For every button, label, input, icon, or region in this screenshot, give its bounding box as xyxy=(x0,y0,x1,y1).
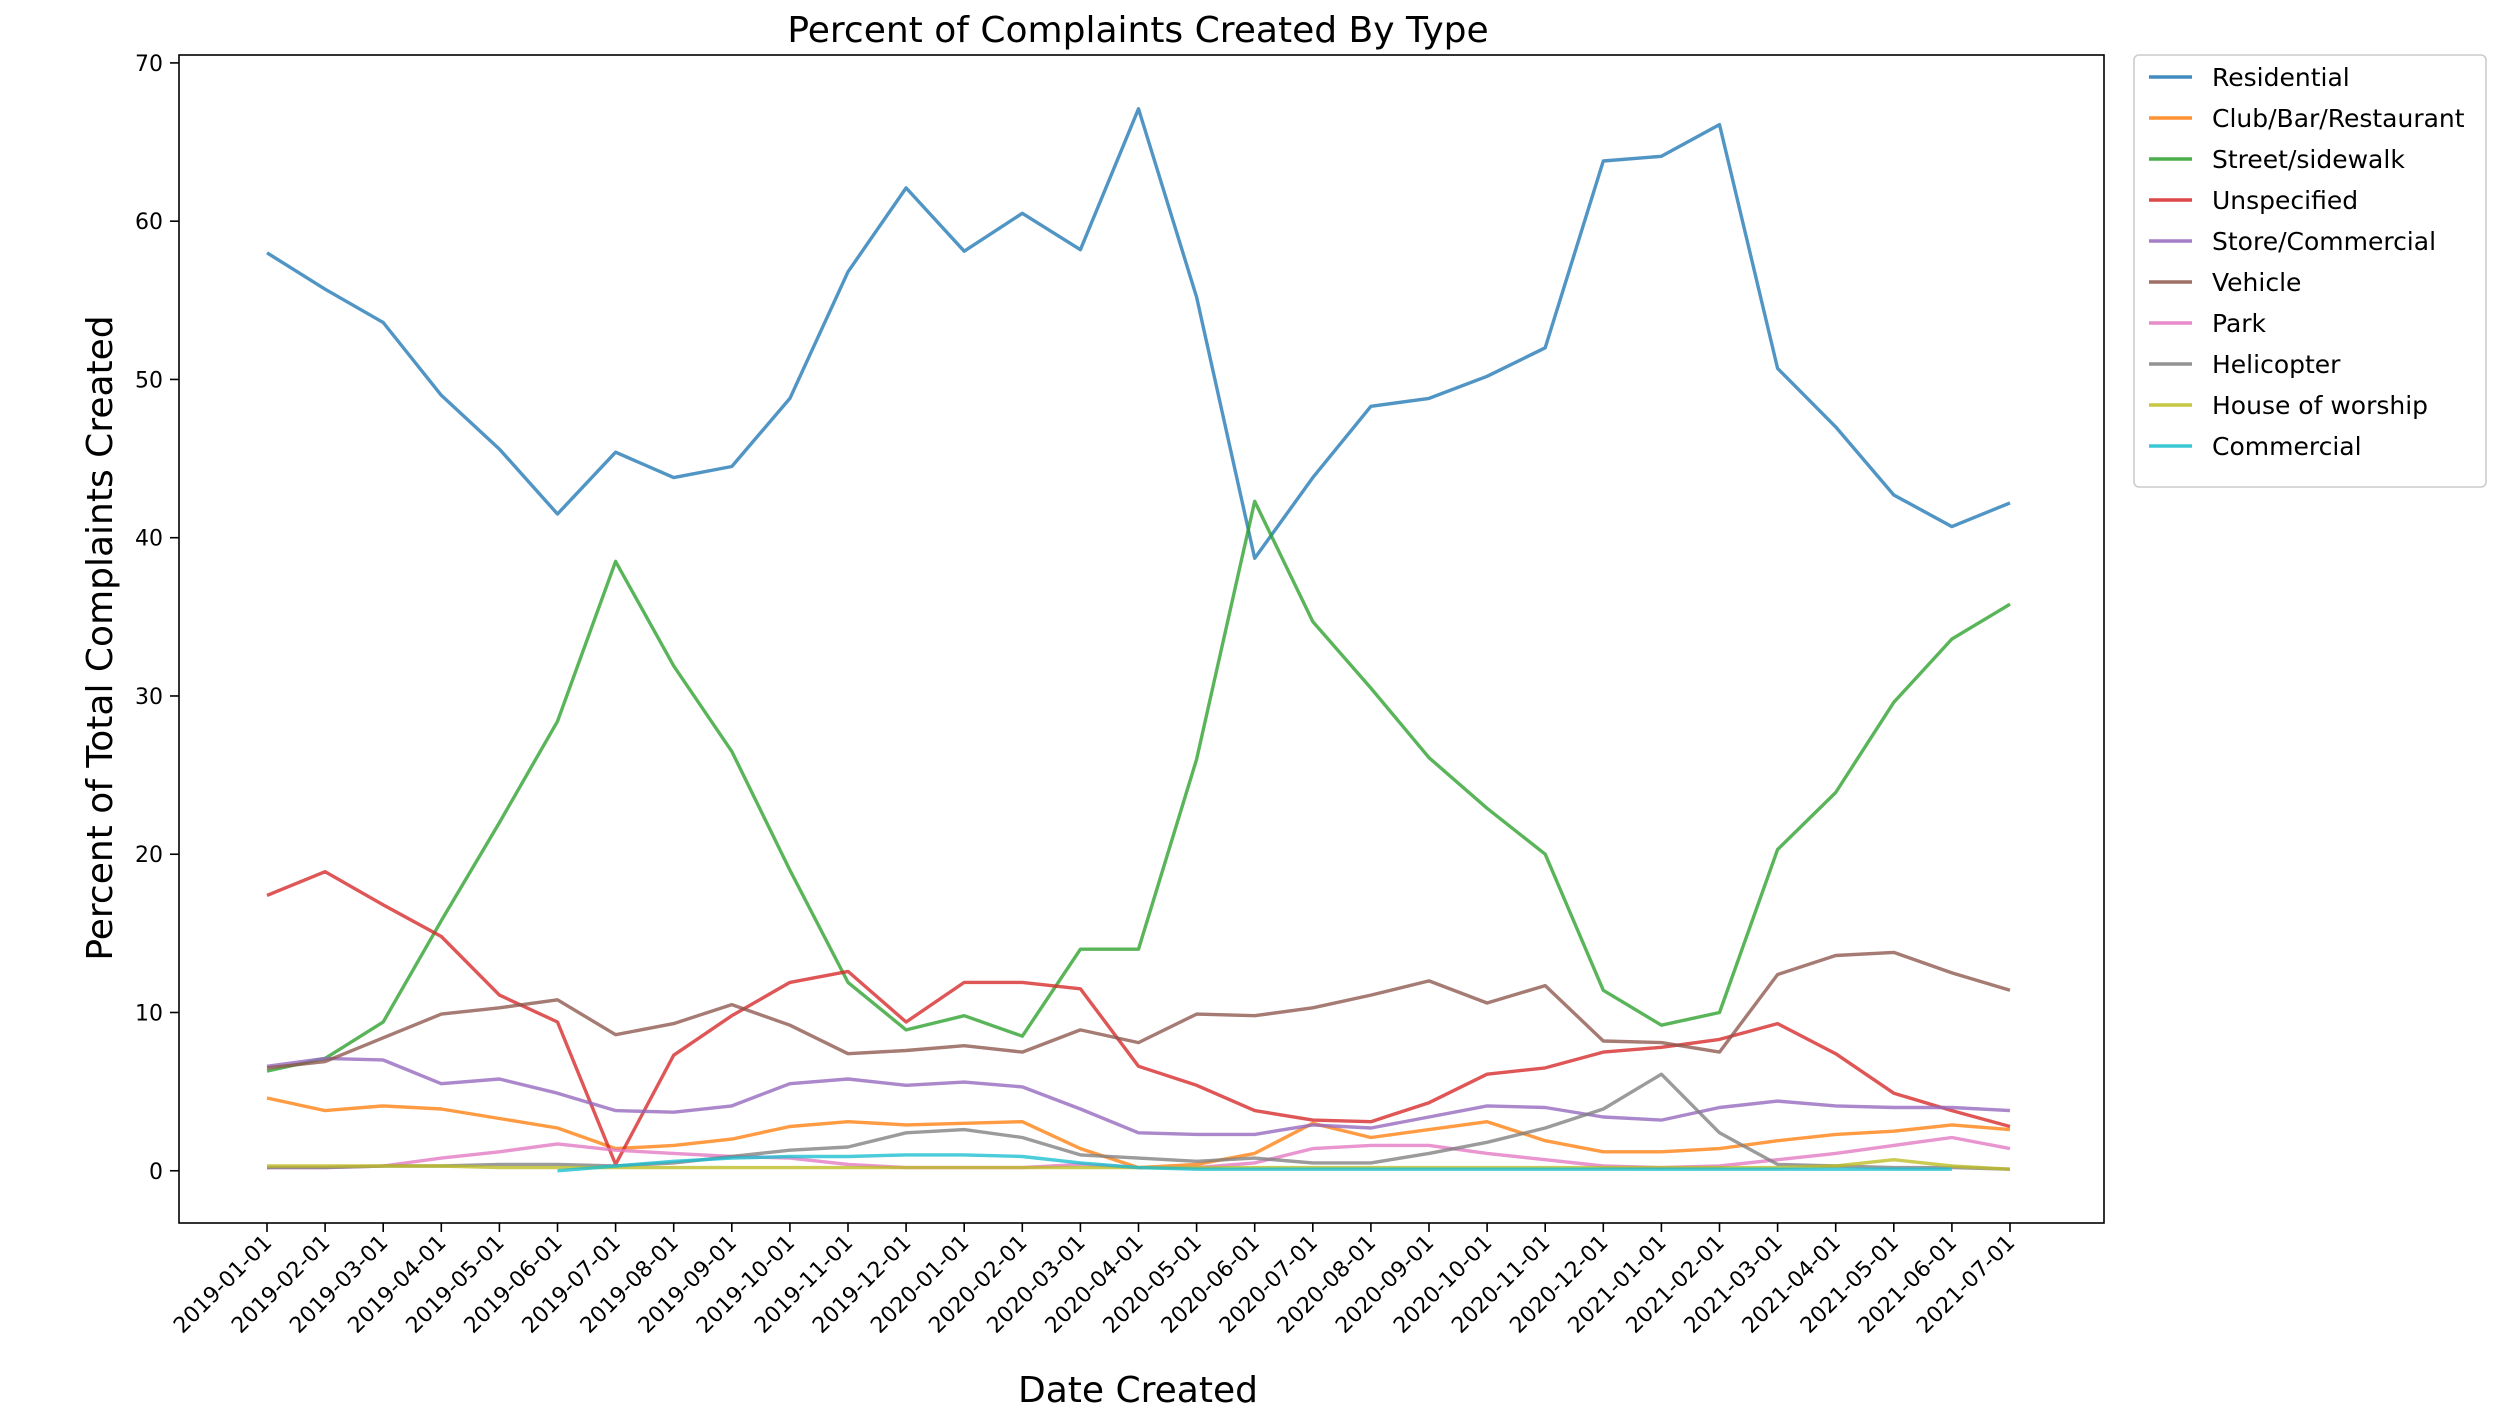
plot-frame xyxy=(178,54,2105,1224)
x-axis-label: Date Created xyxy=(1018,1370,1258,1411)
y-axis-label: Percent of Total Complaints Created xyxy=(80,315,121,960)
legend-label-5: Vehicle xyxy=(2212,268,2301,297)
legend-label-4: Store/Commercial xyxy=(2212,227,2436,256)
legend-label-2: Street/sidewalk xyxy=(2212,145,2405,174)
series-line-7 xyxy=(267,1072,2011,1171)
series-line-0 xyxy=(266,107,2011,560)
legend-label-8: House of worship xyxy=(2212,391,2428,420)
legend-label-7: Helicopter xyxy=(2212,350,2341,379)
series-line-5 xyxy=(266,950,2011,1070)
legend: Residential Club/Bar/Restaurant Street/sid… xyxy=(2133,54,2487,488)
y-tick-label-1: 10 xyxy=(135,1002,163,1027)
series-line-2 xyxy=(266,499,2011,1073)
legend-frame xyxy=(2133,54,2487,488)
y-tick-label-3: 30 xyxy=(135,685,163,710)
y-tick-label-4: 40 xyxy=(135,527,163,552)
y-tick-label-2: 20 xyxy=(135,843,163,868)
legend-label-3: Unspecified xyxy=(2212,186,2358,215)
y-tick-label-7: 70 xyxy=(135,52,163,77)
series-line-3 xyxy=(266,870,2011,1167)
legend-label-1: Club/Bar/Restaurant xyxy=(2212,104,2465,133)
y-tick-label-6: 60 xyxy=(135,210,163,235)
legend-label-9: Commercial xyxy=(2212,432,2362,461)
chart-title: Percent of Complaints Created By Type xyxy=(787,10,1488,51)
legend-label-0: Residential xyxy=(2212,63,2350,92)
series-line-4 xyxy=(266,1056,2011,1137)
legend-label-6: Park xyxy=(2212,309,2267,338)
y-tick-label-5: 50 xyxy=(135,368,163,393)
y-tick-label-0: 0 xyxy=(149,1160,163,1185)
series-line-9 xyxy=(557,1153,1952,1173)
